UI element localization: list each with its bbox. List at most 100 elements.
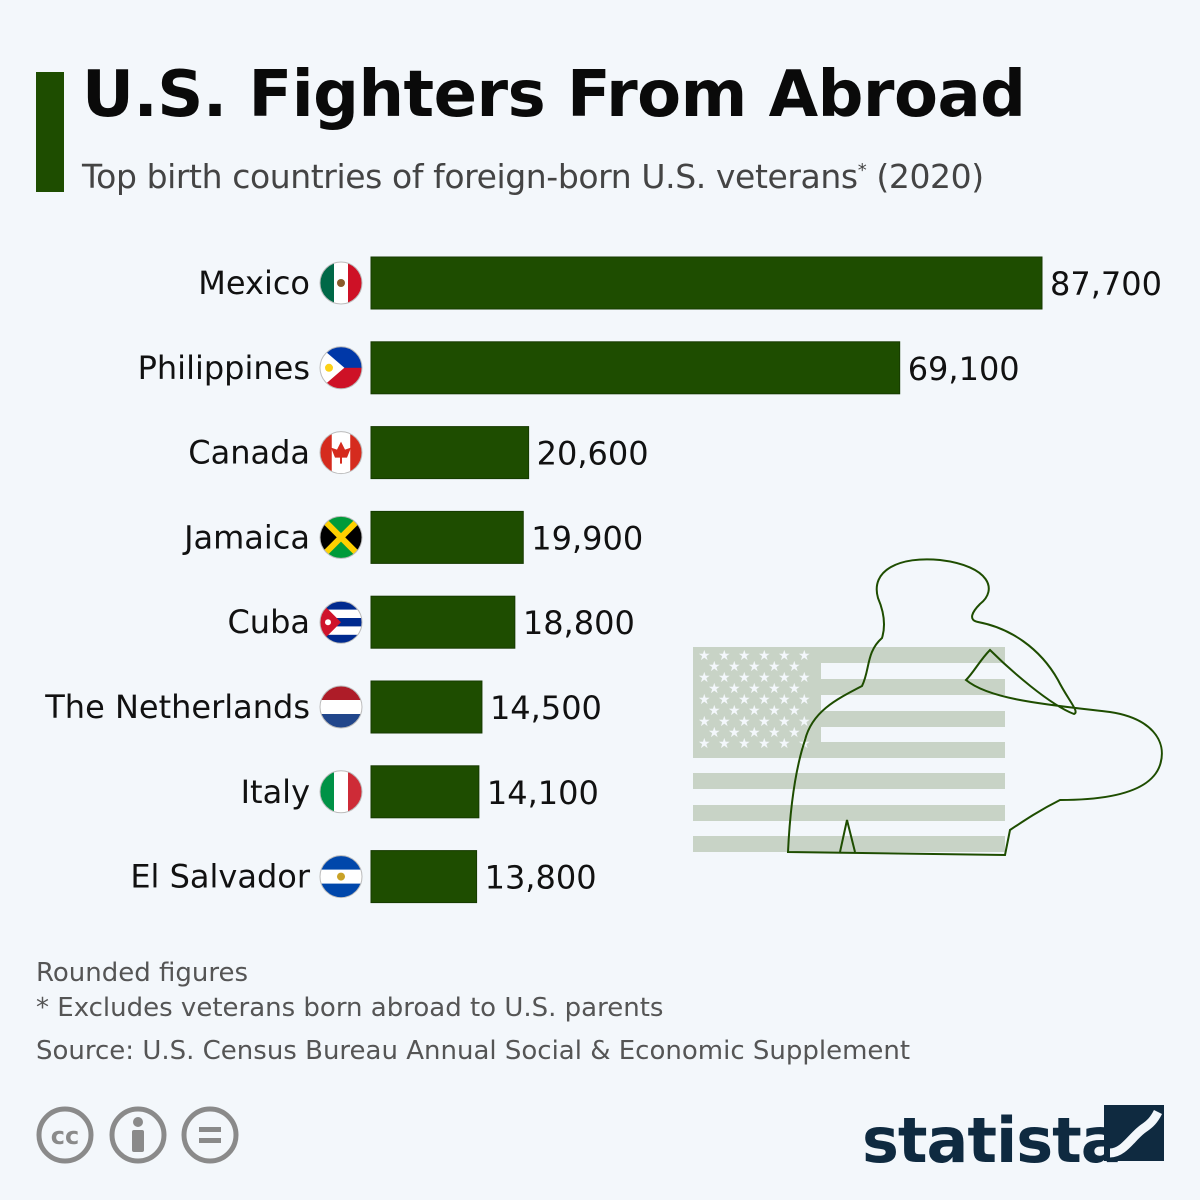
svg-text:★: ★: [738, 692, 751, 708]
country-label: Canada: [188, 434, 310, 472]
svg-text:★: ★: [728, 659, 741, 675]
soldier-salute-illustration: [786, 558, 1163, 857]
svg-text:★: ★: [798, 714, 811, 730]
svg-text:★: ★: [728, 681, 741, 697]
bar: [370, 765, 480, 819]
svg-text:★: ★: [768, 703, 781, 719]
canada-flag-icon: [319, 431, 363, 475]
country-label: Italy: [241, 773, 310, 811]
chart-title: U.S. Fighters From Abroad: [82, 58, 1026, 132]
svg-text:★: ★: [738, 714, 751, 730]
country-label: Cuba: [227, 603, 310, 641]
svg-text:★: ★: [718, 736, 731, 752]
country-label: Mexico: [198, 264, 310, 302]
philippines-flag-icon: [319, 346, 363, 390]
no-derivatives-icon[interactable]: [181, 1106, 239, 1164]
italy-flag-icon: [319, 770, 363, 814]
mexico-flag-icon: [319, 261, 363, 305]
subtitle-asterisk: *: [857, 160, 867, 181]
attribution-icon[interactable]: [109, 1106, 167, 1164]
svg-text:★: ★: [738, 670, 751, 686]
svg-text:★: ★: [778, 692, 791, 708]
svg-text:★: ★: [728, 725, 741, 741]
svg-text:★: ★: [788, 703, 801, 719]
statista-brand[interactable]: statista: [862, 1098, 1172, 1168]
svg-text:★: ★: [758, 670, 771, 686]
bar-chart: ★ ★ ★ ★ ★ ★★ ★ ★ ★ ★★ ★ ★ ★ ★ ★★ ★ ★ ★ ★★ ★ ★ ★ ★ ★★ ★ ★ ★ ★★ ★ ★ ★ ★ ★★…: [44, 256, 1163, 904]
value-label: 18,800: [523, 604, 635, 642]
bar: [370, 341, 901, 395]
value-label: 20,600: [537, 435, 649, 473]
svg-text:★: ★: [708, 703, 721, 719]
svg-text:★: ★: [748, 725, 761, 741]
svg-text:★: ★: [718, 692, 731, 708]
svg-text:★: ★: [698, 670, 711, 686]
cc-icon[interactable]: cc: [36, 1106, 94, 1164]
svg-text:★: ★: [748, 659, 761, 675]
svg-text:★: ★: [698, 692, 711, 708]
us-flag-illustration: ★ ★ ★ ★ ★ ★★ ★ ★ ★ ★★ ★ ★ ★ ★ ★★ ★ ★ ★ ★★ ★ ★ ★ ★ ★★ ★ ★ ★ ★★ ★ ★ ★ ★ ★★…: [693, 647, 1005, 852]
bar: [370, 680, 483, 734]
svg-text:★: ★: [738, 648, 751, 664]
svg-text:★: ★: [758, 648, 771, 664]
svg-text:★: ★: [718, 648, 731, 664]
bar: [370, 256, 1043, 310]
value-label: 14,100: [487, 774, 599, 812]
el-salvador-flag-icon: [319, 855, 363, 899]
svg-text:★: ★: [748, 681, 761, 697]
country-label: El Salvador: [130, 858, 311, 896]
svg-text:★: ★: [758, 714, 771, 730]
bar: [370, 510, 524, 564]
country-label: Philippines: [138, 349, 310, 387]
svg-text:★: ★: [778, 736, 791, 752]
country-label: Jamaica: [182, 518, 310, 556]
footnote-exclusion: * Excludes veterans born abroad to U.S. …: [36, 993, 664, 1023]
value-label: 87,700: [1050, 265, 1162, 303]
value-label: 69,100: [908, 350, 1020, 388]
svg-text:★: ★: [708, 725, 721, 741]
subtitle-text: Top birth countries of foreign-born U.S.…: [82, 157, 858, 196]
svg-text:★: ★: [778, 670, 791, 686]
svg-text:★: ★: [778, 648, 791, 664]
svg-text:★: ★: [798, 692, 811, 708]
svg-text:★: ★: [698, 648, 711, 664]
license-icons: cc: [36, 1106, 239, 1164]
bar: [370, 595, 516, 649]
svg-text:★: ★: [788, 659, 801, 675]
svg-text:★: ★: [728, 703, 741, 719]
cuba-flag-icon: [319, 600, 363, 644]
country-label: The Netherlands: [44, 688, 310, 726]
svg-text:★: ★: [708, 681, 721, 697]
title-accent-bar: [36, 72, 64, 192]
svg-text:cc: cc: [51, 1122, 79, 1150]
value-label: 13,800: [485, 859, 597, 897]
svg-text:★: ★: [748, 703, 761, 719]
svg-text:★: ★: [788, 725, 801, 741]
bar: [370, 850, 478, 904]
svg-text:★: ★: [698, 714, 711, 730]
svg-text:★: ★: [778, 714, 791, 730]
svg-text:★: ★: [788, 681, 801, 697]
statista-logo-icon: [1104, 1105, 1164, 1161]
value-label: 19,900: [531, 519, 643, 557]
bar: [370, 426, 530, 480]
source-note: Source: U.S. Census Bureau Annual Social…: [36, 1036, 911, 1066]
chart-subtitle: Top birth countries of foreign-born U.S.…: [82, 157, 984, 196]
jamaica-flag-icon: [319, 515, 363, 559]
svg-text:★: ★: [768, 659, 781, 675]
svg-text:★: ★: [718, 670, 731, 686]
value-label: 14,500: [490, 689, 602, 727]
svg-text:★: ★: [698, 736, 711, 752]
svg-text:★: ★: [768, 725, 781, 741]
svg-text:★: ★: [738, 736, 751, 752]
svg-text:★: ★: [718, 714, 731, 730]
svg-text:★: ★: [798, 670, 811, 686]
svg-text:★: ★: [708, 659, 721, 675]
svg-text:★: ★: [758, 736, 771, 752]
subtitle-year: (2020): [866, 157, 984, 196]
netherlands-flag-icon: [319, 685, 363, 729]
svg-text:★: ★: [798, 648, 811, 664]
svg-text:★: ★: [768, 681, 781, 697]
footnote-rounded: Rounded figures: [36, 958, 249, 988]
brand-wordmark: statista: [862, 1104, 1122, 1168]
